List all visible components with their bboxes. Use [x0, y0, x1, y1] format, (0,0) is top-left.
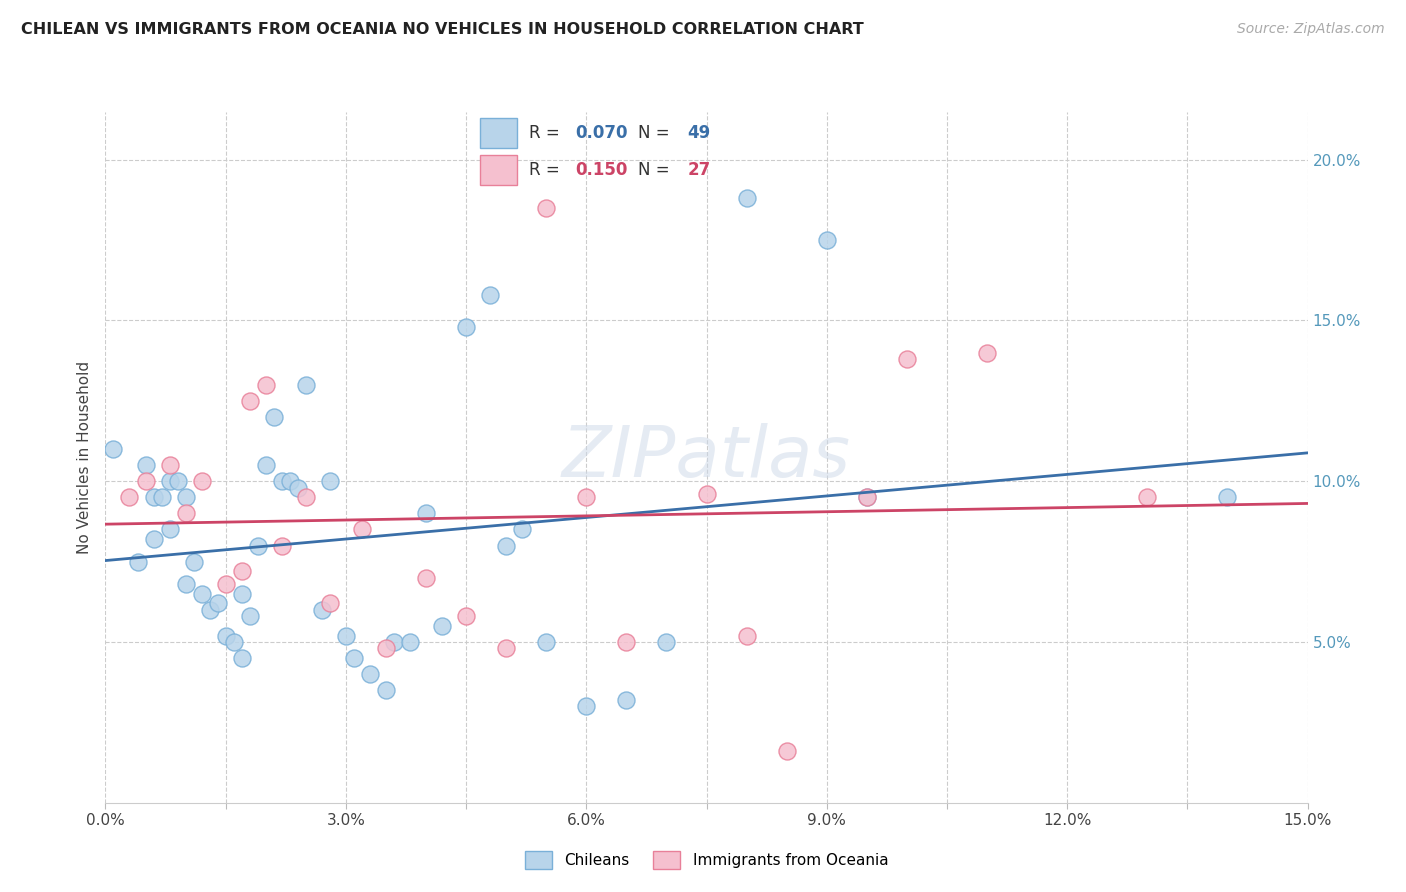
Point [776, 744, 799, 758]
Text: R =: R = [529, 124, 565, 142]
Point [135, 475, 157, 489]
Point [696, 487, 718, 501]
Point [430, 619, 453, 633]
Point [254, 458, 277, 473]
Point [896, 352, 918, 367]
Point [815, 233, 838, 247]
Point [534, 635, 557, 649]
Point [295, 377, 318, 392]
Point [415, 507, 437, 521]
Point [214, 629, 236, 643]
Point [359, 667, 381, 681]
Text: 0.150: 0.150 [575, 161, 627, 179]
Point [183, 555, 205, 569]
Point [231, 564, 253, 578]
Point [575, 491, 598, 505]
Point [159, 475, 181, 489]
Point [270, 539, 292, 553]
Point [655, 635, 678, 649]
Point [616, 635, 638, 649]
Text: 27: 27 [688, 161, 710, 179]
Point [127, 555, 149, 569]
Point [479, 287, 502, 301]
Point [415, 571, 437, 585]
Point [343, 651, 366, 665]
Point [159, 523, 181, 537]
Point [735, 629, 758, 643]
Point [382, 635, 405, 649]
Point [150, 491, 173, 505]
Point [190, 587, 212, 601]
Point [207, 597, 229, 611]
Point [142, 532, 165, 546]
Y-axis label: No Vehicles in Household: No Vehicles in Household [77, 360, 93, 554]
Point [855, 491, 877, 505]
Point [374, 641, 398, 656]
Point [174, 577, 197, 591]
Point [510, 523, 533, 537]
Point [616, 693, 638, 707]
Text: N =: N = [638, 161, 675, 179]
Point [495, 641, 517, 656]
Point [454, 320, 477, 334]
Point [174, 507, 197, 521]
Point [534, 201, 557, 215]
Point [575, 699, 598, 714]
Point [335, 629, 357, 643]
Point [287, 481, 309, 495]
Point [295, 491, 318, 505]
Point [174, 491, 197, 505]
Bar [479, 118, 517, 148]
Point [142, 491, 165, 505]
Point [263, 409, 285, 424]
Point [374, 683, 398, 698]
Point [270, 475, 292, 489]
Point [319, 475, 342, 489]
Point [350, 523, 373, 537]
Text: Source: ZipAtlas.com: Source: ZipAtlas.com [1237, 22, 1385, 37]
Point [246, 539, 269, 553]
Point [159, 458, 181, 473]
Point [231, 651, 253, 665]
Bar [479, 155, 517, 186]
Point [198, 603, 221, 617]
Legend: Chileans, Immigrants from Oceania: Chileans, Immigrants from Oceania [519, 845, 894, 875]
Point [231, 587, 253, 601]
Point [103, 442, 125, 456]
Text: 0.070: 0.070 [575, 124, 627, 142]
Point [399, 635, 422, 649]
Text: ZIPatlas: ZIPatlas [562, 423, 851, 491]
Point [495, 539, 517, 553]
Point [1216, 491, 1239, 505]
Point [239, 393, 262, 408]
Point [855, 491, 877, 505]
Point [239, 609, 262, 624]
Point [319, 597, 342, 611]
Point [166, 475, 188, 489]
Text: CHILEAN VS IMMIGRANTS FROM OCEANIA NO VEHICLES IN HOUSEHOLD CORRELATION CHART: CHILEAN VS IMMIGRANTS FROM OCEANIA NO VE… [21, 22, 863, 37]
Point [118, 491, 141, 505]
Point [135, 458, 157, 473]
Point [454, 609, 477, 624]
Point [190, 475, 212, 489]
Point [1136, 491, 1159, 505]
Point [222, 635, 245, 649]
Point [214, 577, 236, 591]
Point [278, 475, 301, 489]
Text: R =: R = [529, 161, 565, 179]
Text: 49: 49 [688, 124, 710, 142]
Point [254, 377, 277, 392]
Point [976, 345, 998, 359]
Text: N =: N = [638, 124, 675, 142]
Point [311, 603, 333, 617]
Point [735, 191, 758, 205]
